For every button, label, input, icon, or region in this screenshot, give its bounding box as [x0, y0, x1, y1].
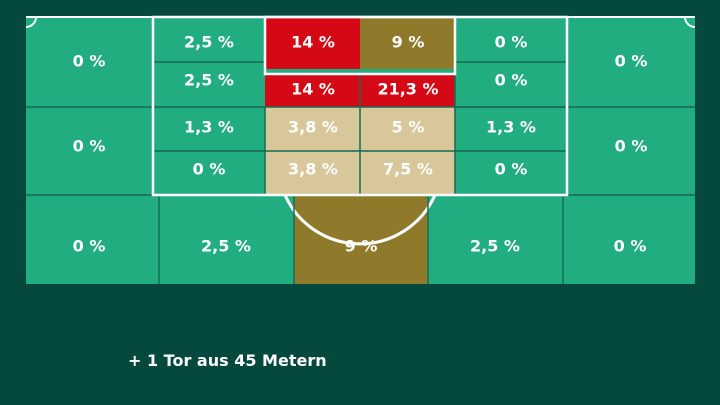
label-right-upper-outer: 0 % [615, 52, 648, 71]
label-center-left-4: 3,8 % [288, 160, 338, 179]
label-left-box-1: 2,5 % [184, 33, 234, 52]
cell-center-right-3 [360, 107, 455, 151]
label-right-box-1: 0 % [495, 33, 528, 52]
cell-outside-center [294, 195, 428, 284]
label-right-box-4: 0 % [495, 160, 528, 179]
penalty-arc [283, 194, 437, 246]
cell-center-right-1 [360, 17, 455, 69]
label-center-left-1: 14 % [291, 33, 335, 52]
label-left-box-4: 0 % [193, 160, 226, 179]
label-center-left-3: 3,8 % [288, 118, 338, 137]
label-right-lower-outer: 0 % [615, 137, 648, 156]
label-center-right-1: 9 % [392, 33, 425, 52]
corner-arc-left [25, 16, 37, 28]
label-center-left-2: 14 % [291, 80, 335, 99]
label-left-box-3: 1,3 % [184, 118, 234, 137]
label-right-box-2: 0 % [495, 71, 528, 90]
label-outside-left-center: 2,5 % [201, 237, 251, 256]
cell-center-left-3 [265, 107, 360, 151]
label-right-box-3: 1,3 % [486, 118, 536, 137]
cell-center-right-2 [360, 74, 455, 107]
cell-center-left-2 [265, 74, 360, 107]
goal-area [263, 15, 457, 76]
label-center-right-4: 7,5 % [383, 160, 433, 179]
corner-arc-right [684, 16, 696, 28]
label-outside-left: 0 % [73, 237, 106, 256]
cell-center-right-4 [360, 151, 455, 195]
label-left-box-2: 2,5 % [184, 71, 234, 90]
cell-center-left-1 [265, 17, 360, 69]
label-center-right-2: 21,3 % [377, 80, 438, 99]
footnote: + 1 Tor aus 45 Metern [128, 351, 327, 370]
label-left-upper-outer: 0 % [73, 52, 106, 71]
label-outside-right-center: 2,5 % [470, 237, 520, 256]
label-left-lower-outer: 0 % [73, 137, 106, 156]
cell-center-left-4 [265, 151, 360, 195]
label-center-right-3: 5 % [392, 118, 425, 137]
label-outside-center: 9 % [345, 237, 378, 256]
label-outside-right: 0 % [614, 237, 647, 256]
